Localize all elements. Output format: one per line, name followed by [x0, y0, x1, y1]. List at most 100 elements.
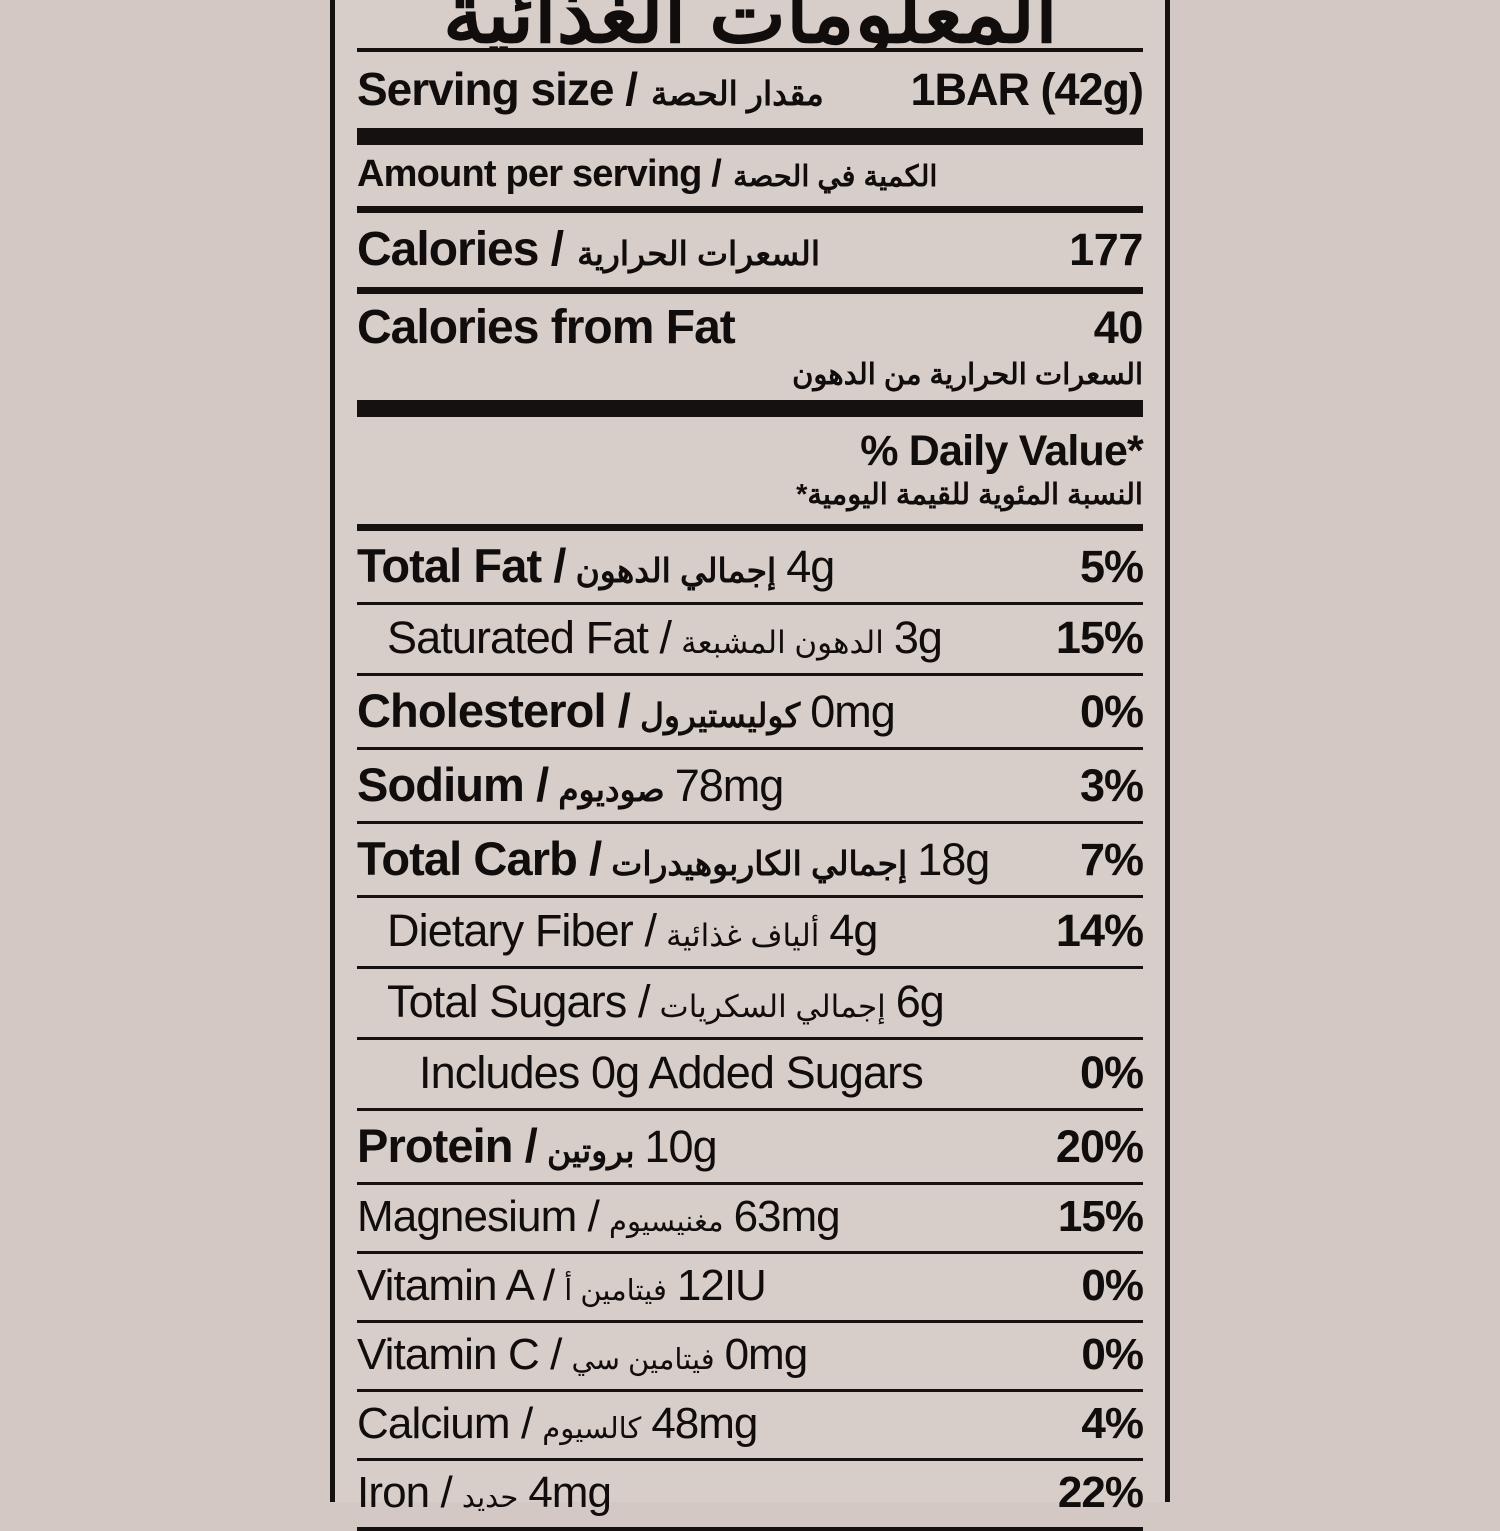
nutrient-row-added-sugars: Includes 0g Added Sugars 0% — [357, 1040, 1144, 1108]
nutrient-name-en: Saturated Fat / — [387, 612, 672, 663]
nutrient-name-en: Magnesium / — [357, 1192, 600, 1241]
nutrient-name-en: Protein / — [357, 1119, 538, 1172]
nutrient-name-ar: فيتامين أ — [564, 1275, 667, 1307]
nutrient-name-ar: بروتين — [546, 1132, 635, 1169]
serving-size-label-en: Serving size / — [357, 63, 638, 115]
nutrient-name-ar: ألياف غذائية — [666, 918, 820, 953]
nutrient-amount: 63mg — [733, 1192, 841, 1241]
daily-value-label-ar: النسبة المئوية للقيمة اليومية* — [796, 479, 1143, 511]
nutrient-percent: 15% — [1055, 612, 1144, 663]
nutrient-percent: 22% — [1057, 1468, 1144, 1517]
nutrient-amount: 18g — [917, 834, 990, 885]
divider-row — [357, 602, 1143, 605]
nutrient-name-en: Total Fat / — [357, 539, 566, 592]
daily-value-label-en: % Daily Value* — [860, 427, 1144, 475]
divider-row — [357, 747, 1143, 750]
nutrient-amount: 0mg — [724, 1330, 809, 1379]
divider-row — [357, 1320, 1143, 1323]
nutrient-amount: 78mg — [674, 760, 785, 811]
divider-row — [357, 1251, 1143, 1254]
calories-label-ar: السعرات الحرارية — [577, 235, 821, 272]
label-canvas: المعلومات الغذائية Serving size / مقدار … — [330, 0, 1170, 1531]
nutrient-row-saturated-fat: Saturated Fat / الدهون المشبعة 3g 15% — [357, 605, 1144, 673]
nutrient-amount: 10g — [644, 1121, 718, 1172]
nutrient-name-en: Vitamin C / — [357, 1330, 562, 1379]
nutrient-amount: 4g — [786, 541, 835, 592]
calories-from-fat-label-en: Calories from Fat — [357, 301, 736, 354]
amount-per-serving-row: Amount per serving / الكمية في الحصة — [357, 145, 1143, 206]
nutrient-percent: 7% — [1079, 834, 1144, 885]
nutrient-amount: 48mg — [651, 1399, 758, 1448]
nutrient-amount: 3g — [893, 612, 943, 663]
nutrient-row-total-carb: Total Carb / إجمالي الكاربوهيدرات 18g 7% — [357, 824, 1144, 895]
nutrient-name-en: Iron / — [357, 1468, 453, 1517]
amount-per-serving-label-en: Amount per serving / — [357, 153, 722, 195]
divider-row — [357, 1458, 1143, 1461]
nutrient-row-dietary-fiber: Dietary Fiber / ألياف غذائية 4g 14% — [357, 898, 1144, 966]
nutrient-name-en: Vitamin A / — [357, 1261, 555, 1310]
nutrition-facts-panel: المعلومات الغذائية Serving size / مقدار … — [330, 0, 1170, 1531]
nutrient-row-cholesterol: Cholesterol / كوليستيرول 0mg 0% — [357, 676, 1144, 747]
nutrient-row-magnesium: Magnesium / مغنيسيوم 63mg 15% — [357, 1185, 1144, 1251]
nutrient-name-ar: مغنيسيوم — [608, 1206, 724, 1238]
nutrient-percent: 15% — [1057, 1192, 1144, 1241]
divider-under-amount — [357, 206, 1143, 213]
nutrient-row-sodium: Sodium / صوديوم 78mg 3% — [357, 750, 1144, 821]
nutrient-name-ar: إجمالي الدهون — [575, 552, 777, 589]
nutrient-name-ar: إجمالي الكاربوهيدرات — [611, 845, 908, 882]
nutrient-row-iron: Iron / حديد 4mg 22% — [357, 1461, 1144, 1527]
divider-under-daily-value — [357, 524, 1143, 531]
nutrient-amount: 6g — [895, 976, 945, 1027]
calories-from-fat-label-ar: السعرات الحرارية من الدهون — [792, 359, 1143, 391]
calories-row: Calories / السعرات الحرارية 177 — [357, 213, 1143, 287]
divider-thick-under-calories-from-fat — [357, 400, 1143, 417]
daily-value-header: % Daily Value* النسبة المئوية للقيمة الي… — [357, 417, 1144, 524]
nutrient-row-vitamin-c: Vitamin C / فيتامين سي 0mg 0% — [357, 1323, 1144, 1389]
divider-bottom — [357, 1527, 1143, 1531]
divider-row — [357, 966, 1143, 969]
calories-value: 177 — [1069, 224, 1143, 275]
amount-per-serving-label-ar: الكمية في الحصة — [733, 161, 938, 193]
nutrient-name-en: Dietary Fiber / — [387, 905, 657, 956]
serving-size-value: 1BAR (42g) — [910, 64, 1144, 115]
nutrient-percent: 0% — [1079, 1047, 1144, 1098]
nutrient-percent: 4% — [1081, 1399, 1144, 1448]
divider-row — [357, 821, 1143, 824]
nutrient-name-ar: فيتامين سي — [571, 1344, 715, 1376]
nutrient-row-calcium: Calcium / كالسيوم 48mg 4% — [357, 1392, 1144, 1458]
nutrient-row-total-sugars: Total Sugars / إجمالي السكريات 6g — [357, 969, 1143, 1037]
nutrient-amount: 4g — [829, 905, 878, 956]
nutrition-title-arabic: المعلومات الغذائية — [442, 0, 1058, 48]
divider-under-calories — [357, 287, 1143, 294]
calories-from-fat-row: Calories from Fat 40 السعرات الحرارية من… — [357, 294, 1143, 400]
nutrient-name-en: Cholesterol / — [357, 684, 631, 737]
nutrient-name-en: Calcium / — [357, 1399, 533, 1448]
nutrient-name-ar: الدهون المشبعة — [681, 625, 884, 660]
nutrient-percent: 0% — [1079, 686, 1144, 737]
nutrient-amount: 4mg — [528, 1468, 612, 1517]
nutrient-name-ar: صوديوم — [558, 771, 665, 808]
nutrient-percent: 5% — [1079, 541, 1144, 592]
divider-row — [357, 1108, 1143, 1111]
nutrient-percent: 0% — [1081, 1330, 1144, 1379]
divider-row — [357, 1037, 1143, 1040]
nutrient-row-vitamin-a: Vitamin A / فيتامين أ 12IU 0% — [357, 1254, 1144, 1320]
nutrient-percent: 20% — [1055, 1121, 1144, 1172]
divider-under-title — [357, 48, 1143, 52]
nutrient-amount: 0mg — [810, 686, 896, 737]
nutrient-row-protein: Protein / بروتين 10g 20% — [357, 1111, 1144, 1182]
divider-row — [357, 895, 1143, 898]
nutrient-row-total-fat: Total Fat / إجمالي الدهون 4g 5% — [357, 531, 1144, 602]
calories-label-en: Calories / — [357, 223, 564, 276]
serving-size-label-ar: مقدار الحصة — [651, 75, 824, 112]
divider-row — [357, 673, 1143, 676]
nutrient-name-en: Includes 0g Added Sugars — [419, 1047, 924, 1098]
calories-from-fat-value: 40 — [1093, 302, 1144, 353]
nutrient-name-ar: حديد — [461, 1482, 519, 1514]
divider-thick-under-serving — [357, 128, 1143, 145]
nutrition-title-block: المعلومات الغذائية — [357, 0, 1143, 48]
nutrient-name-ar: كوليستيرول — [639, 697, 801, 734]
divider-row — [357, 1182, 1143, 1185]
serving-size-row: Serving size / مقدار الحصة 1BAR (42g) — [357, 52, 1144, 128]
nutrient-amount: 12IU — [676, 1261, 767, 1310]
